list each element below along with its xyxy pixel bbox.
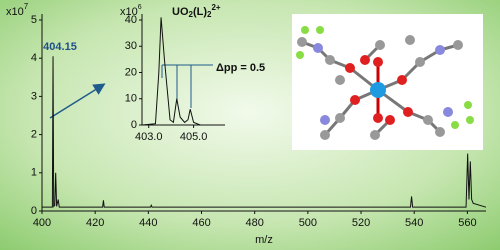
isotope-spacing-lines: [161, 64, 213, 108]
spectrum-line: [141, 17, 225, 126]
title-part: 2+: [211, 3, 220, 12]
title-part: UO: [172, 6, 189, 18]
y-tick-label: 40: [125, 14, 137, 26]
title-part: 2: [207, 10, 212, 19]
y-tick-label: 4: [31, 52, 37, 64]
spectrum-line: [42, 56, 487, 208]
y-tick-label: 2: [31, 129, 37, 141]
title-part: (L): [193, 6, 207, 18]
y-tick-label: 0: [131, 119, 137, 131]
inset-title: UO2(L)22+: [172, 3, 221, 19]
y-tick-label: 30: [125, 40, 137, 52]
x-tick-label: 440: [139, 217, 157, 229]
x-tick-label: 500: [299, 217, 317, 229]
y-tick-label: 1: [31, 167, 37, 179]
molecule-image: [292, 14, 483, 150]
y-tick-label: 10: [125, 93, 137, 105]
multiplier-base: x10: [6, 6, 24, 18]
axis-multiplier: x106: [120, 4, 142, 18]
x-tick-label: 405.0: [180, 131, 208, 143]
x-tick-label: 520: [352, 217, 370, 229]
multiplier-exponent: 6: [138, 4, 142, 11]
x-tick-label: 403.0: [135, 131, 163, 143]
zoom-arrow: [49, 83, 106, 119]
x-tick-label: 560: [458, 217, 476, 229]
x-tick-label: 540: [405, 217, 423, 229]
multiplier-base: x10: [120, 6, 138, 18]
y-tick-label: 0: [31, 205, 37, 217]
y-tick-label: 3: [31, 90, 37, 102]
x-tick-label: 460: [192, 217, 210, 229]
multiplier-exponent: 7: [24, 2, 29, 11]
y-tick-label: 5: [31, 14, 37, 26]
x-tick-label: 420: [86, 217, 104, 229]
peak-annotation: 404.15: [43, 41, 77, 53]
x-tick-label: 480: [246, 217, 264, 229]
x-axis-label: m/z: [255, 234, 273, 246]
axis-multiplier: x107: [6, 2, 29, 18]
x-tick-label: 400: [33, 217, 51, 229]
spacing-annotation: Δpp = 0.5: [216, 62, 265, 74]
y-tick-label: 20: [125, 66, 137, 78]
title-part: 2: [189, 10, 194, 19]
